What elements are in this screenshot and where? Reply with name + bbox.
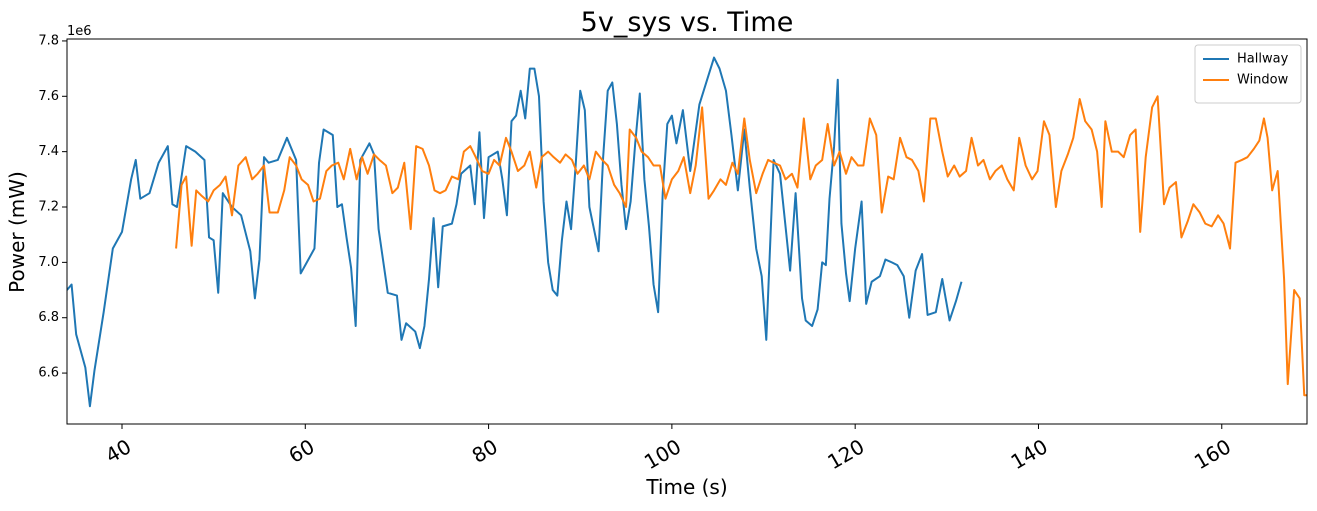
y-axis-label: Power (mW) [5, 171, 29, 293]
y-tick-label: 7.0 [38, 255, 59, 270]
plot-frame [66, 38, 1308, 425]
y-tick-label: 7.2 [38, 200, 59, 215]
y-tick-label: 7.6 [38, 89, 59, 104]
y-offset-label: 1e6 [67, 24, 92, 39]
series-line [175, 95, 1307, 397]
x-axis-label: Time (s) [645, 475, 727, 499]
chart-title: 5v_sys vs. Time [581, 7, 794, 38]
y-tick-label: 7.4 [38, 144, 59, 159]
y-tick-label: 7.8 [38, 33, 59, 48]
y-tick-label: 6.6 [38, 366, 59, 381]
y-tick-label: 6.8 [38, 310, 59, 325]
series-line [67, 56, 963, 408]
legend-label: Window [1237, 73, 1289, 88]
legend-label: Hallway [1237, 52, 1289, 67]
